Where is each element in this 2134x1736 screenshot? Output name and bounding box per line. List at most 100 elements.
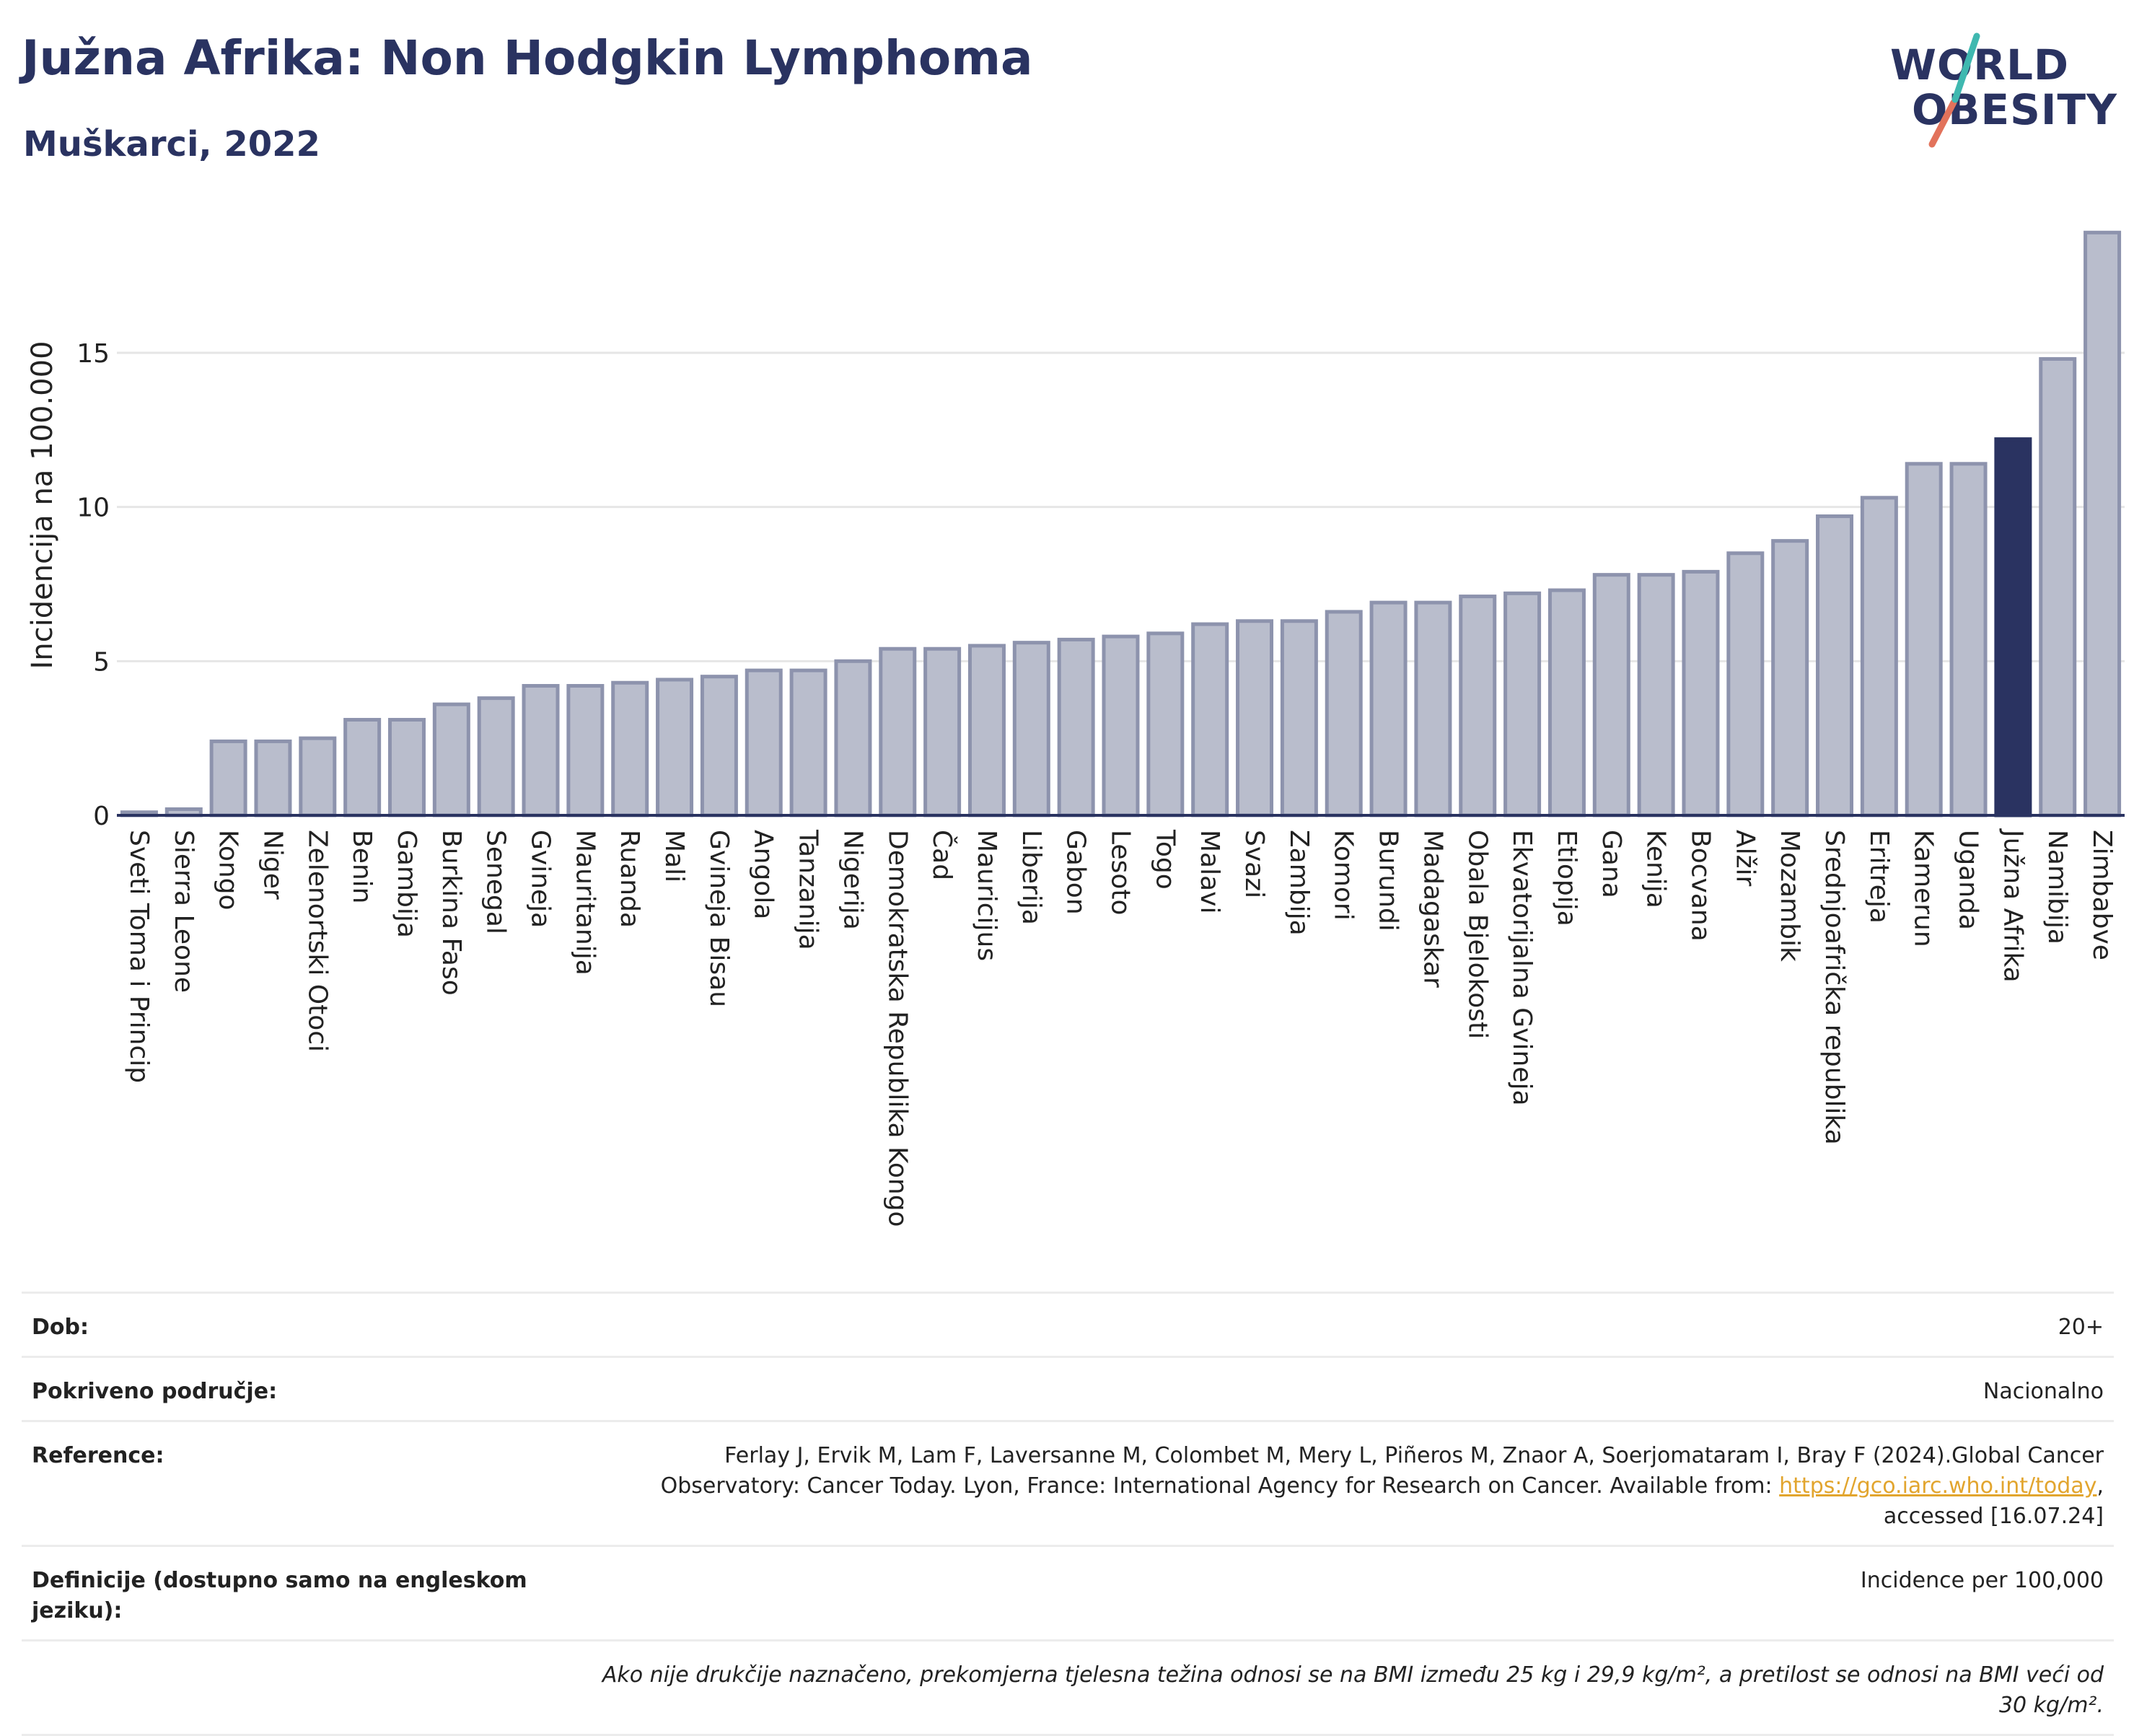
bar — [1369, 600, 1408, 817]
bars — [120, 230, 2122, 817]
x-tick-label: Ruanda — [615, 830, 644, 928]
bar — [1146, 631, 1185, 817]
bar — [1682, 569, 1720, 817]
x-tick-label: Gambija — [392, 830, 421, 938]
bar — [1102, 634, 1140, 817]
bar — [1637, 573, 1675, 817]
x-tick-label: Zimbabve — [2087, 830, 2117, 960]
logo-line-2: OBESITY — [1912, 85, 2118, 134]
info-table: Dob: 20+ Pokriveno područje: Nacionalno … — [22, 1292, 2114, 1736]
x-tick-label: Svazi — [1239, 830, 1269, 898]
coverage-label: Pokriveno područje: — [32, 1379, 278, 1404]
bar — [967, 644, 1006, 817]
bar — [1726, 551, 1765, 817]
bar — [879, 646, 917, 817]
bar-chart: 0 5 10 15 Sveti Toma i Princip Sierra Leone Ko… — [26, 230, 2125, 1227]
bar — [834, 659, 872, 817]
x-tick-label: Nigerija — [838, 830, 867, 930]
reference-line-2: Observatory: Cancer Today. Lyon, France:… — [660, 1473, 1780, 1499]
x-tick-label: Srednjoafrička republika — [1819, 830, 1849, 1145]
bar — [789, 668, 827, 817]
x-tick-label: Angola — [749, 830, 778, 919]
x-tick-label: Madagaskar — [1418, 830, 1447, 988]
x-tick-label: Benin — [347, 830, 377, 903]
x-tick-label: Demokratska Republika Kongo — [882, 830, 912, 1227]
x-tick-label: Mali — [659, 830, 689, 882]
x-tick-label: Alžir — [1730, 830, 1760, 887]
info-row-coverage: Pokriveno područje: Nacionalno — [22, 1356, 2114, 1420]
x-tick-label: Obala Bjelokosti — [1462, 830, 1492, 1039]
reference-link[interactable]: https://gco.iarc.who.int/today — [1779, 1473, 2097, 1499]
reference-line-1: Ferlay J, Ervik M, Lam F, Laversanne M, … — [724, 1443, 2104, 1468]
reference-line-2-end: , — [2096, 1473, 2104, 1499]
bar — [611, 680, 649, 817]
x-tick-label: Senegal — [481, 830, 511, 934]
definitions-value: Incidence per 100,000 — [1860, 1568, 2104, 1593]
bar — [1280, 619, 1318, 817]
axes: 0 5 10 15 Sveti Toma i Princip Sierra Leone Ko… — [76, 339, 2125, 1227]
reference-label: Reference: — [32, 1443, 164, 1468]
bar — [1994, 437, 2032, 817]
info-row-age: Dob: 20+ — [22, 1292, 2114, 1356]
y-axis-label: Incidencija na 100.000 — [26, 341, 59, 669]
x-tick-label: Mauritanija — [570, 830, 600, 976]
y-tick-label: 15 — [76, 339, 110, 369]
age-label: Dob: — [32, 1315, 89, 1340]
chart-subtitle: Muškarci, 2022 — [23, 124, 320, 165]
x-tick-label: Zambija — [1284, 830, 1314, 936]
bar — [1771, 539, 1809, 817]
bar — [1503, 591, 1542, 817]
bar — [1816, 514, 1854, 817]
bar — [2083, 230, 2122, 817]
y-tick-label: 0 — [93, 802, 110, 831]
x-tick-label: Burkina Faso — [436, 830, 466, 996]
x-tick-label: Gvineja — [526, 830, 556, 928]
reference-line-3: accessed [16.07.24] — [1883, 1504, 2104, 1529]
bar — [656, 678, 694, 817]
bar — [566, 684, 605, 817]
bar — [1860, 496, 1898, 817]
x-tick-label: Mauricijus — [972, 830, 1001, 961]
bar — [1057, 637, 1095, 817]
bar — [477, 696, 515, 817]
x-tick-label: Uganda — [1954, 830, 1983, 930]
bar — [1414, 600, 1452, 817]
x-tick-label: Liberija — [1016, 830, 1046, 925]
x-tick-label: Mozambik — [1775, 830, 1804, 962]
bmi-note: Ako nije drukčije naznačeno, prekomjerna… — [602, 1662, 2104, 1718]
x-tick-label: Južna Afrika — [1998, 828, 2027, 983]
definitions-label: Definicije (dostupno samo na engleskom j… — [32, 1568, 527, 1623]
x-tick-label: Malavi — [1195, 830, 1224, 914]
bar — [522, 684, 560, 817]
bar — [209, 739, 247, 817]
bar — [254, 739, 292, 817]
logo-slash-icon — [1928, 32, 1980, 148]
info-row-definitions: Definicije (dostupno samo na engleskom j… — [22, 1545, 2114, 1639]
bar — [745, 668, 783, 817]
info-row-reference: Reference: Ferlay J, Ervik M, Lam F, Lav… — [22, 1420, 2114, 1545]
bar — [1949, 462, 1988, 817]
x-tick-label: Kenija — [1641, 830, 1671, 908]
x-tick-label: Tanzanija — [794, 829, 823, 950]
bar — [387, 718, 426, 817]
x-tick-label: Gvineja Bisau — [704, 830, 734, 1007]
coverage-value: Nacionalno — [1982, 1379, 2104, 1404]
x-tick-label: Togo — [1150, 829, 1180, 890]
bar — [923, 646, 962, 817]
x-tick-label: Eritreja — [1864, 830, 1894, 924]
x-tick-label: Kongo — [214, 830, 243, 911]
x-tick-label: Burundi — [1374, 830, 1403, 931]
x-tick-label: Etiopija — [1552, 830, 1581, 926]
info-row-note: Ako nije drukčije naznačeno, prekomjerna… — [22, 1639, 2114, 1736]
logo-line-1: WORLD — [1890, 40, 2070, 89]
bar — [299, 736, 337, 817]
x-tick-label: Čad — [927, 830, 957, 880]
x-tick-label: Gabon — [1061, 830, 1091, 915]
x-tick-label: Sierra Leone — [169, 830, 198, 993]
y-tick-label: 5 — [93, 647, 110, 677]
x-tick-label: Lesoto — [1106, 830, 1136, 916]
chart-title: Južna Afrika: Non Hodgkin Lymphoma — [22, 30, 1033, 86]
x-tick-label: Komori — [1329, 830, 1358, 921]
bar — [1325, 610, 1363, 817]
bar — [432, 702, 470, 817]
